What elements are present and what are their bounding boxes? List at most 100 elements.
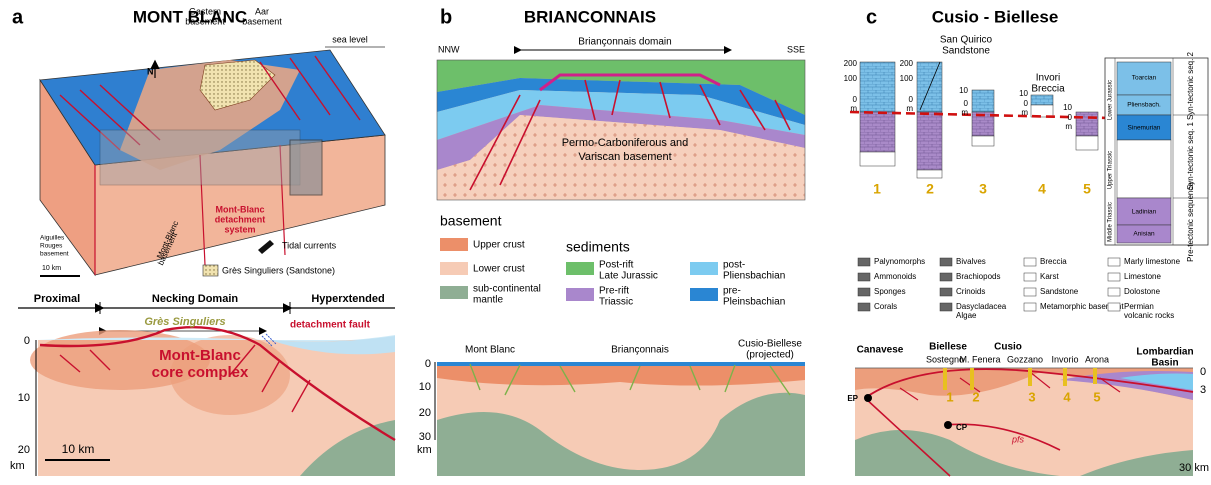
brianconnais-legend-swatches-shape (440, 286, 468, 299)
stratigraphic-logs-shape (860, 62, 895, 112)
log-scale-tick: 10 (959, 86, 968, 95)
sequence-label: Pre-tectonic sequence (1186, 182, 1195, 262)
legend-icon (858, 273, 870, 281)
column-number: 3 (979, 181, 987, 197)
log-scale-unit: m (850, 104, 857, 113)
log-scale-unit: m (906, 104, 913, 113)
depth-tick: 0 (24, 335, 30, 347)
block-diagram-shape (258, 240, 274, 254)
legend-icon (1024, 303, 1036, 311)
label: Aiguilles (40, 235, 65, 242)
legend-label: Marly limestone (1124, 257, 1181, 266)
panel-letter: b (440, 6, 452, 28)
legend-icon (1108, 273, 1120, 281)
label: Cusio-Biellese (738, 339, 802, 350)
label: Rouges (40, 243, 63, 250)
site-number: 2 (972, 389, 979, 404)
log-scale-tick: 100 (900, 74, 914, 83)
panel-title: Cusio - Biellese (932, 7, 1059, 26)
legend-label: Dasycladacea (956, 302, 1007, 311)
label: Briançonnais domain (578, 37, 671, 48)
cusio-section-shape (944, 421, 952, 429)
label: basement (185, 16, 225, 26)
label: Mont-Blanc (216, 204, 265, 214)
brianconnais-legend-swatches-shape (440, 238, 468, 251)
cusio-section-shape (864, 394, 872, 402)
cusio-section-shape (1093, 368, 1097, 384)
legend-label: Sandstone (1040, 287, 1079, 296)
log-scale-tick: 0 (909, 95, 914, 104)
label: San Quirico (940, 35, 993, 46)
legend-icon (1024, 273, 1036, 281)
legend-icon (940, 258, 952, 266)
log-scale-tick: 0 (1068, 113, 1073, 122)
label: km (10, 460, 25, 472)
log-scale-tick: 10 (1063, 103, 1072, 112)
panel-letter: a (12, 6, 24, 28)
brianconnais-legend-swatches-shape (566, 262, 594, 275)
locality: Sostegno (926, 354, 964, 364)
cusio-section-shape (1063, 368, 1067, 386)
label: Mont Blanc (465, 345, 515, 356)
label: pfs (1011, 434, 1025, 444)
stratigraphic-logs-shape (1076, 136, 1098, 150)
log-scale-unit: m (1021, 108, 1028, 117)
label: EP (847, 394, 858, 403)
label: Mont-Blanc (159, 347, 241, 364)
figure: aMONT BLANCGasternbasementAarbasementsea… (0, 0, 1211, 480)
label: core complex (152, 364, 249, 381)
depth-tick: 3 (1200, 384, 1206, 396)
stratigraphic-logs-shape (1031, 95, 1053, 105)
legend-label: post- (723, 260, 745, 271)
legend-label: Dolostone (1124, 287, 1161, 296)
log-scale-tick: 0 (1024, 99, 1029, 108)
legend-label: Ammonoids (874, 272, 916, 281)
legend-icon (940, 303, 952, 311)
chronostratigraphic-chart-shape (1117, 140, 1171, 198)
stage-label: Ladinian (1132, 209, 1157, 216)
crustal-section-b-shape (437, 362, 805, 366)
label: Grès Singuliers (144, 316, 225, 328)
legend-label: Lower crust (473, 264, 525, 275)
label: Basin (1151, 358, 1178, 369)
label: N (147, 66, 154, 76)
site-number: 4 (1063, 389, 1071, 404)
legend-icon (1024, 288, 1036, 296)
legend-label: Late Jurassic (599, 271, 658, 282)
site-number: 1 (946, 389, 953, 404)
brianconnais-section (437, 50, 805, 200)
legend-icon (858, 258, 870, 266)
legend-label: Pre-rift (599, 286, 629, 297)
log-scale-unit: m (1065, 122, 1072, 131)
brianconnais-legend-swatches-shape (690, 262, 718, 275)
crustal-section-b (435, 362, 805, 476)
depth-tick: 0 (425, 358, 431, 370)
stratigraphic-logs-shape (860, 152, 895, 166)
label: Invori (1036, 73, 1060, 84)
depth-tick: 10 (18, 392, 30, 404)
legend-label: Breccia (1040, 257, 1067, 266)
column-number: 1 (873, 181, 881, 197)
brianconnais-legend-swatches-shape (440, 262, 468, 275)
stratigraphic-logs-shape (917, 112, 942, 170)
legend-icon (858, 303, 870, 311)
label: system (224, 224, 255, 234)
label: CP (956, 423, 968, 432)
stratigraphic-logs-shape (972, 136, 994, 146)
label: (projected) (746, 350, 794, 361)
stage-label: Toarcian (1132, 75, 1157, 82)
label: 10 km (42, 265, 61, 272)
sequence-label: Syn-tectonic seq. 2 (1186, 51, 1195, 120)
legend-label: pre- (723, 286, 741, 297)
stratigraphic-logs-shape (1076, 112, 1098, 136)
cusio-section-shape (970, 368, 974, 390)
label: Permo-Carboniferous and (562, 137, 689, 149)
label: 30 km (1179, 462, 1209, 474)
locality: Arona (1085, 354, 1109, 364)
epoch-label: Upper Triassic (1108, 151, 1114, 189)
legend-label: Bivalves (956, 257, 986, 266)
legend-icon (1108, 258, 1120, 266)
legend-label: Palynomorphs (874, 257, 925, 266)
label: detachment (215, 214, 266, 224)
label: 10 km (62, 442, 95, 456)
